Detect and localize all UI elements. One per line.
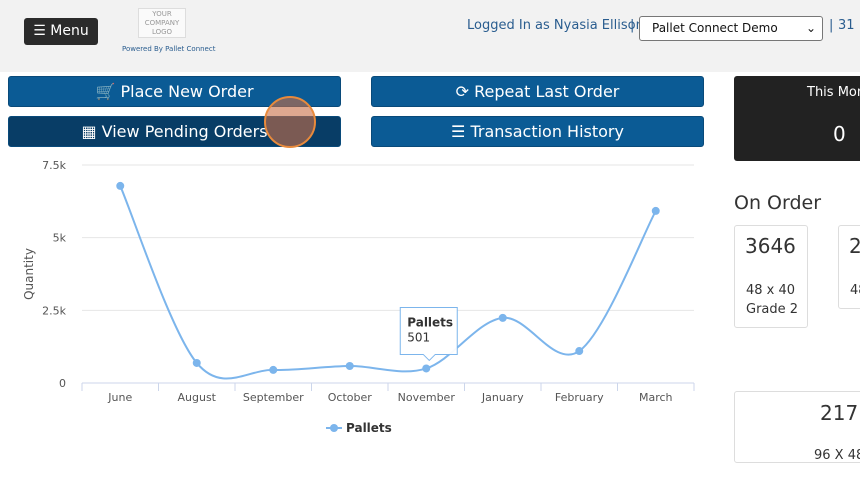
stock-card: 217 96 X 48 [734, 391, 860, 463]
x-tick-label: February [555, 391, 604, 404]
order-card[interactable]: 2 48 [838, 225, 860, 309]
x-tick-label: January [481, 391, 524, 404]
button-label: Transaction History [470, 122, 624, 141]
panel-label: This Month [807, 85, 860, 100]
separator: | [829, 18, 834, 33]
trailing-text: 31 [838, 18, 855, 33]
logo-text: YOUR [152, 10, 172, 18]
card-count: 2 [849, 234, 860, 258]
card-size: 96 X 48 [814, 448, 860, 463]
x-tick-label: October [328, 391, 372, 404]
button-label: View Pending Orders [101, 122, 268, 141]
tooltip-box [399, 306, 458, 362]
card-count: 217 [820, 401, 859, 425]
menu-button[interactable]: ☰ Menu [24, 18, 98, 45]
x-tick-label: November [398, 391, 456, 404]
order-card[interactable]: 3646 48 x 40 Grade 2 [734, 225, 808, 328]
point [345, 361, 354, 370]
logged-in: Logged In as Nyasia Ellison [467, 18, 644, 33]
logo: YOUR COMPANY LOGO [138, 8, 186, 38]
y-axis-label: Quantity [22, 248, 36, 300]
y-tick-label: 7.5k [42, 159, 66, 172]
dropdown-arrow: ⌄ [805, 21, 816, 35]
x-tick-label: June [107, 391, 132, 404]
click-indicator [264, 96, 316, 148]
y-tick-label: 0 [59, 377, 66, 390]
point [192, 358, 201, 367]
x-tick-label: August [178, 391, 217, 404]
section-title: On Order [734, 192, 822, 214]
x-tick-label: March [639, 391, 673, 404]
point [651, 206, 660, 215]
point [422, 364, 431, 373]
y-tick-label: 2.5k [42, 304, 66, 317]
card-size: 48 x 40 [746, 283, 796, 298]
series-line [119, 185, 657, 380]
button-label: Place New Order [120, 82, 254, 101]
card-size: 48 [850, 283, 860, 298]
logo-text: LOGO [151, 28, 173, 36]
point [269, 365, 278, 374]
repeat-order-button[interactable]: ⟳ Repeat Last Order [371, 76, 704, 107]
point [116, 181, 125, 190]
separator: | [630, 18, 635, 33]
point [498, 313, 507, 322]
y-tick-label: 5k [53, 232, 67, 245]
powered-by: Powered By Pallet Connect [122, 45, 216, 53]
account-label: Pallet Connect Demo [652, 21, 778, 35]
card-count: 3646 [745, 234, 796, 258]
tooltip-title: Pallets [407, 315, 453, 329]
account-select[interactable]: Pallet Connect Demo ⌄ [639, 16, 823, 41]
chart: 0 2.5k 5k 7.5k Quantity June August September Oc… [22, 159, 695, 435]
legend-label: Pallets [346, 421, 392, 435]
panel-value: 0 [833, 122, 846, 146]
card-grade: Grade 2 [746, 302, 799, 317]
legend-marker [330, 424, 338, 432]
transaction-history-button[interactable]: ☰ Transaction History [371, 116, 704, 147]
point [575, 347, 584, 356]
tooltip-value: 501 [407, 330, 430, 344]
x-tick-label: September [243, 391, 304, 404]
logo-text: COMPANY [144, 19, 180, 27]
this-month-panel: This Month 0 [734, 76, 860, 161]
menu-label: Menu [50, 23, 89, 39]
button-label: Repeat Last Order [474, 82, 620, 101]
